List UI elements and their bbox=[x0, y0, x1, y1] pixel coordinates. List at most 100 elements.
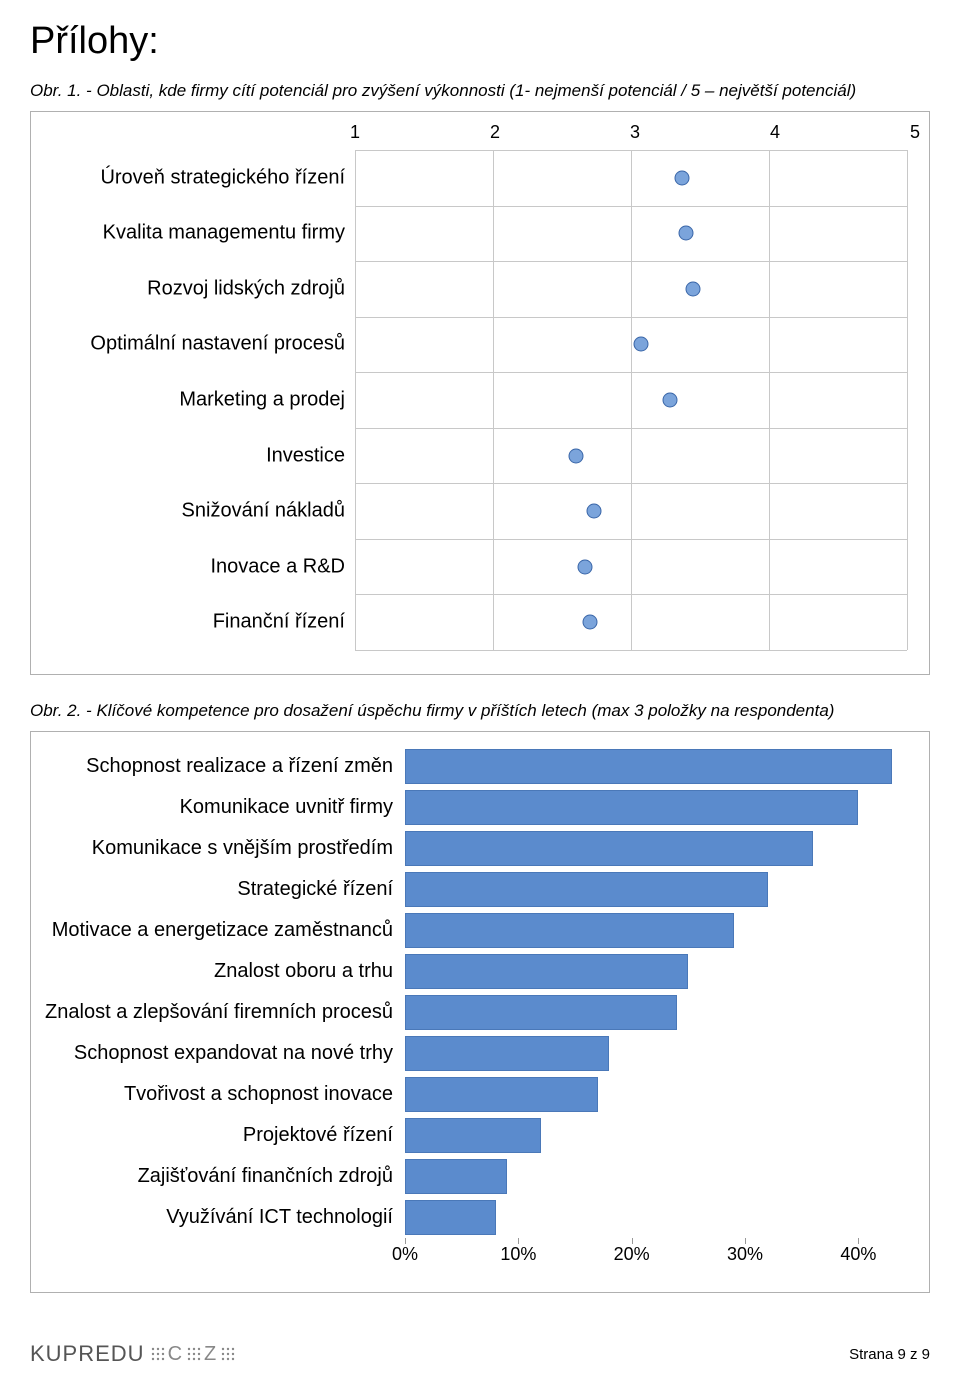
chart2-bar bbox=[405, 1036, 609, 1071]
chart1-gridline-h bbox=[355, 650, 907, 651]
chart2-bar-cell bbox=[405, 910, 915, 951]
chart1-plot: 12345 Úroveň strategického řízeníKvalita… bbox=[45, 122, 915, 658]
chart1-y-label: Úroveň strategického řízení bbox=[45, 166, 345, 189]
page-number: Strana 9 z 9 bbox=[849, 1346, 930, 1363]
chart1-gridline-h bbox=[355, 594, 907, 595]
chart2-y-label: Komunikace uvnitř firmy bbox=[45, 796, 405, 819]
chart2-bar bbox=[405, 1200, 496, 1235]
chart1-gridline-h bbox=[355, 428, 907, 429]
chart2-row: Tvořivost a schopnost inovace bbox=[45, 1074, 915, 1115]
chart2-container: Schopnost realizace a řízení změn Komunik… bbox=[30, 731, 930, 1293]
chart2-y-label: Tvořivost a schopnost inovace bbox=[45, 1083, 405, 1106]
chart1-x-tick-label: 4 bbox=[770, 122, 780, 143]
chart2-x-tick-label: 40% bbox=[840, 1244, 876, 1265]
chart1-gridline-v bbox=[631, 150, 632, 650]
chart2-y-label: Motivace a energetizace zaměstnanců bbox=[45, 919, 405, 942]
chart1-gridline-v bbox=[355, 150, 356, 650]
chart2-bar-cell bbox=[405, 869, 915, 910]
chart1-y-label: Optimální nastavení procesů bbox=[45, 333, 345, 356]
chart2-row: Motivace a energetizace zaměstnanců bbox=[45, 910, 915, 951]
brand-dots-icon bbox=[221, 1347, 235, 1361]
chart1-marker bbox=[586, 504, 601, 519]
chart1-y-label: Marketing a prodej bbox=[45, 389, 345, 412]
chart1-marker bbox=[568, 448, 583, 463]
chart2-bar-cell bbox=[405, 1197, 915, 1238]
chart2-bar-cell bbox=[405, 992, 915, 1033]
chart2-bar bbox=[405, 831, 813, 866]
chart1-y-label: Kvalita managementu firmy bbox=[45, 222, 345, 245]
chart2-bar-cell bbox=[405, 787, 915, 828]
chart2-bar bbox=[405, 790, 858, 825]
chart2-bar bbox=[405, 995, 677, 1030]
brand-z: Z bbox=[204, 1343, 218, 1366]
chart1-y-label: Snižování nákladů bbox=[45, 500, 345, 523]
chart2-y-label: Využívání ICT technologií bbox=[45, 1206, 405, 1229]
chart2-bar bbox=[405, 1118, 541, 1153]
chart2-y-label: Strategické řízení bbox=[45, 878, 405, 901]
chart1-caption: Obr. 1. - Oblasti, kde firmy cítí potenc… bbox=[30, 81, 930, 101]
chart2-y-label: Znalost oboru a trhu bbox=[45, 960, 405, 983]
chart2-bar-cell bbox=[405, 1156, 915, 1197]
chart2-y-label: Znalost a zlepšování firemních procesů bbox=[45, 1001, 405, 1024]
chart1-gridline-h bbox=[355, 150, 907, 151]
chart2-x-tick-label: 30% bbox=[727, 1244, 763, 1265]
chart2-x-tick-label: 10% bbox=[500, 1244, 536, 1265]
chart1-marker bbox=[686, 281, 701, 296]
chart1-gridline-h bbox=[355, 317, 907, 318]
chart2-bar bbox=[405, 954, 688, 989]
chart1-x-tick-label: 3 bbox=[630, 122, 640, 143]
chart1-gridline-h bbox=[355, 539, 907, 540]
chart2-x-axis: 0%10%20%30%40% bbox=[405, 1238, 915, 1262]
chart1-container: 1 2 3 4 5 Úroveň strategického řízení Kvalita… bbox=[30, 111, 930, 675]
chart2-row: Schopnost realizace a řízení změn bbox=[45, 746, 915, 787]
chart1-gridline-v bbox=[493, 150, 494, 650]
chart1-x-axis: 12345 bbox=[355, 122, 915, 150]
brand-suffix: C Z bbox=[151, 1343, 236, 1366]
chart1-marker bbox=[662, 393, 677, 408]
chart2-y-label: Zajišťování finančních zdrojů bbox=[45, 1165, 405, 1188]
chart1-y-label: Rozvoj lidských zdrojů bbox=[45, 277, 345, 300]
chart2-bar-cell bbox=[405, 1115, 915, 1156]
chart1-gridline-h bbox=[355, 372, 907, 373]
chart1-x-tick-label: 1 bbox=[350, 122, 360, 143]
chart1-marker bbox=[633, 337, 648, 352]
chart1-gridline-h bbox=[355, 483, 907, 484]
chart2-bar bbox=[405, 1159, 507, 1194]
chart2-row: Komunikace uvnitř firmy bbox=[45, 787, 915, 828]
chart2-bar bbox=[405, 749, 892, 784]
chart2-bar-cell bbox=[405, 746, 915, 787]
chart2-row: Schopnost expandovat na nové trhy bbox=[45, 1033, 915, 1074]
chart2-bar-cell bbox=[405, 1033, 915, 1074]
brand-dots-icon bbox=[151, 1347, 165, 1361]
chart1-marker bbox=[578, 559, 593, 574]
chart1-marker bbox=[675, 170, 690, 185]
chart2-row: Zajišťování finančních zdrojů bbox=[45, 1156, 915, 1197]
chart1-grid bbox=[355, 150, 907, 650]
chart2-x-tick-label: 20% bbox=[614, 1244, 650, 1265]
chart2-bar bbox=[405, 872, 768, 907]
brand-main-text: KUPREDU bbox=[30, 1341, 145, 1367]
chart2-y-label: Schopnost realizace a řízení změn bbox=[45, 755, 405, 778]
chart1-y-label: Finanční řízení bbox=[45, 611, 345, 634]
chart2-x-tick-label: 0% bbox=[392, 1244, 418, 1265]
chart2-bar bbox=[405, 1077, 598, 1112]
chart1-y-label: Inovace a R&D bbox=[45, 555, 345, 578]
chart2-y-label: Projektové řízení bbox=[45, 1124, 405, 1147]
chart1-x-tick-label: 5 bbox=[910, 122, 920, 143]
brand-c: C bbox=[168, 1343, 184, 1366]
chart1-gridline-h bbox=[355, 206, 907, 207]
chart1-gridline-v bbox=[769, 150, 770, 650]
chart1-marker bbox=[679, 226, 694, 241]
chart2-row: Komunikace s vnějším prostředím bbox=[45, 828, 915, 869]
chart2-row: Využívání ICT technologií bbox=[45, 1197, 915, 1238]
chart1-x-tick-label: 2 bbox=[490, 122, 500, 143]
chart2-bar-cell bbox=[405, 951, 915, 992]
chart2-row: Znalost oboru a trhu bbox=[45, 951, 915, 992]
chart2-y-label: Schopnost expandovat na nové trhy bbox=[45, 1042, 405, 1065]
brand-logo: KUPREDU C Z bbox=[30, 1341, 235, 1367]
chart1-y-label: Investice bbox=[45, 444, 345, 467]
chart2-row: Projektové řízení bbox=[45, 1115, 915, 1156]
chart2-y-label: Komunikace s vnějším prostředím bbox=[45, 837, 405, 860]
chart2-bar-cell bbox=[405, 1074, 915, 1115]
chart2-row: Znalost a zlepšování firemních procesů bbox=[45, 992, 915, 1033]
